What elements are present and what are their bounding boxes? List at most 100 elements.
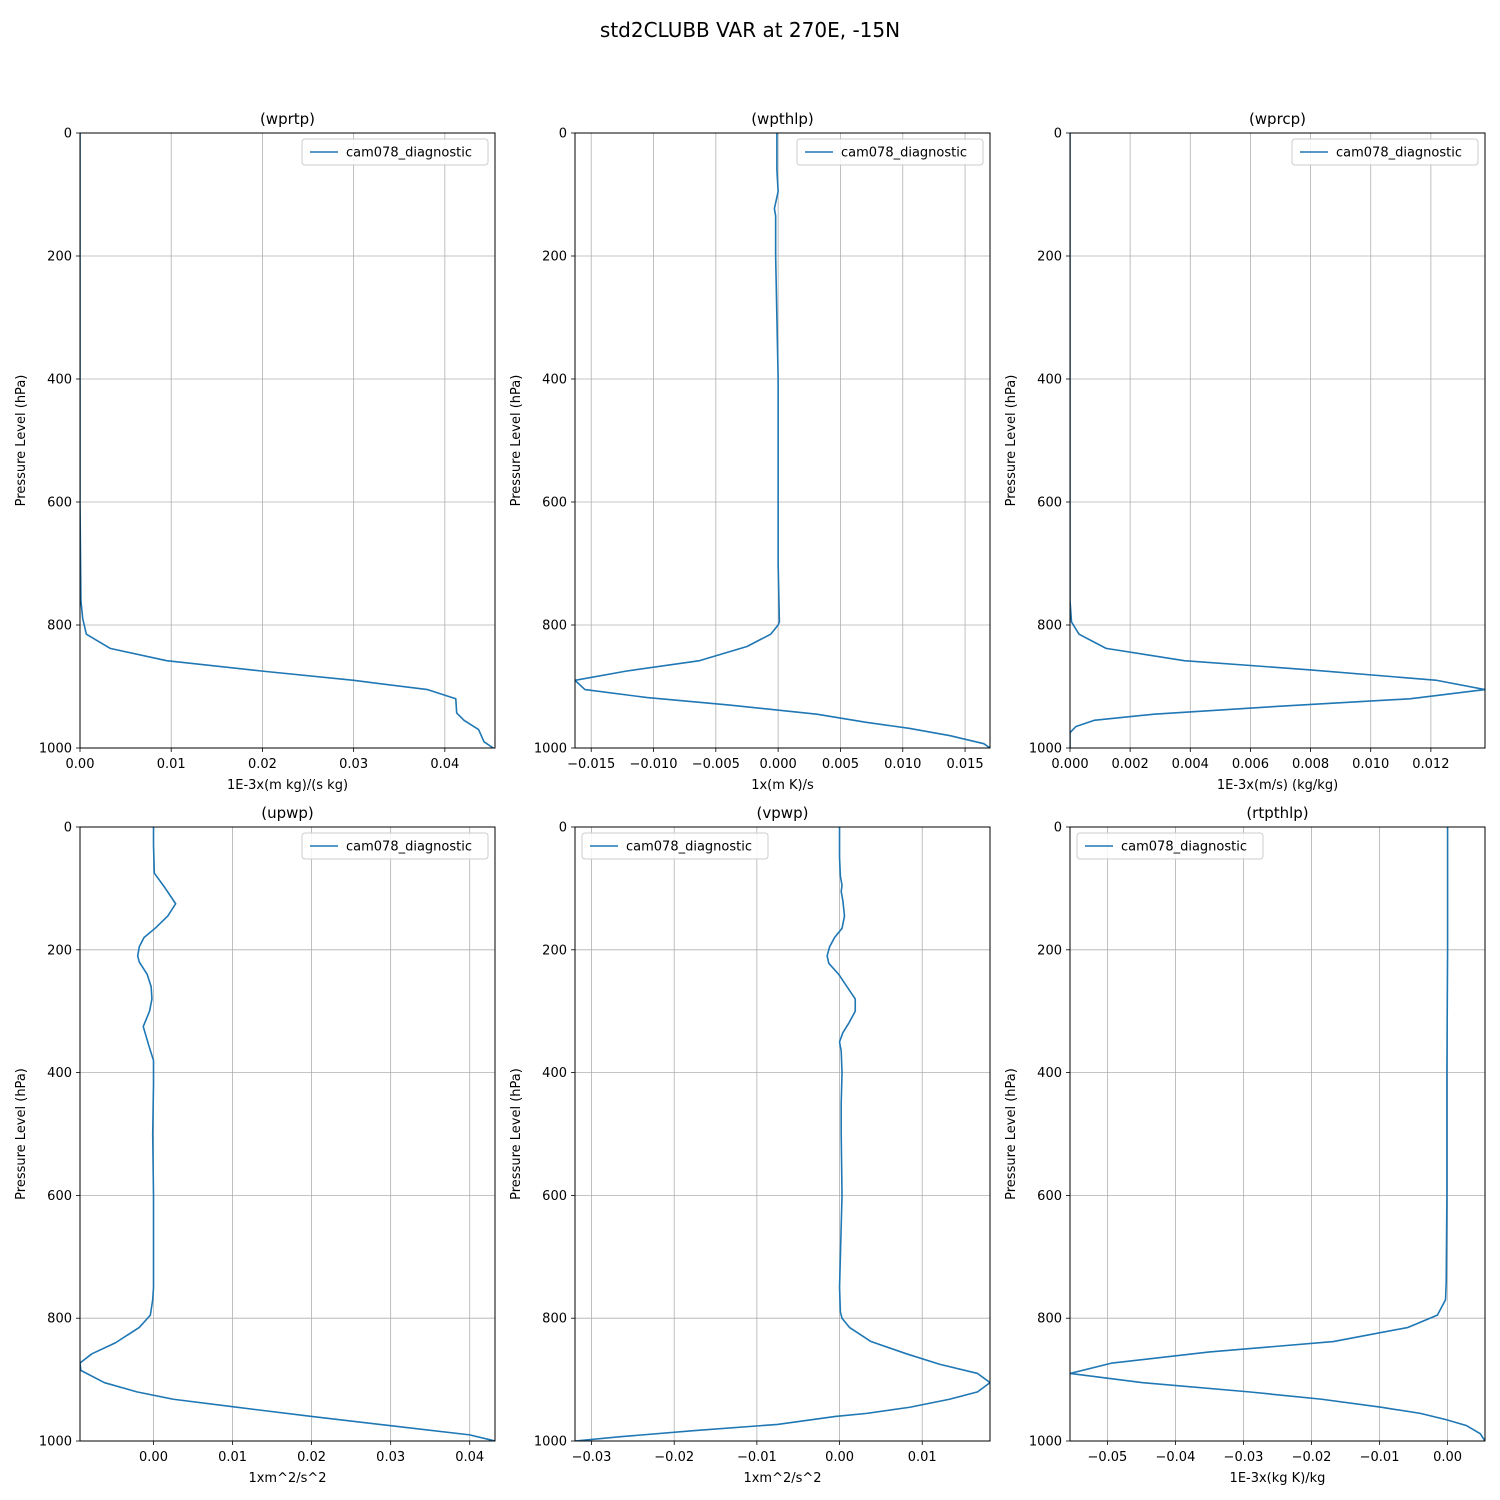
y-tick-label: 800 [47,619,72,634]
axes-frame [79,132,496,749]
y-tick-label: 0 [64,127,72,142]
grid [80,826,495,1442]
series-line [1070,133,1485,748]
legend-label: cam078_diagnostic [626,840,752,855]
series-line [80,133,494,748]
x-tick-label: −0.005 [692,757,740,772]
legend-box [796,138,984,166]
x-tick-label: −0.015 [567,757,615,772]
grid [575,826,990,1442]
x-tick-label: 0.04 [455,1450,484,1465]
y-tick-label: 800 [542,1312,567,1327]
axes-frame [1069,132,1486,749]
legend-box [301,832,489,860]
y-axis-label: Pressure Level (hPa) [14,1068,29,1200]
x-tick-label: 0.010 [1352,757,1389,772]
series-line [1070,827,1485,1441]
y-tick-label: 0 [1054,127,1062,142]
series-line [575,133,990,748]
legend-box [301,138,489,166]
panel-title: (rtpthlp) [1246,804,1308,822]
y-tick-label: 0 [559,821,567,836]
x-tick-label: −0.05 [1087,1450,1127,1465]
x-tick-label: −0.01 [737,1450,777,1465]
y-tick-label: 0 [559,127,567,142]
x-tick-label: 0.008 [1292,757,1329,772]
y-axis-label: Pressure Level (hPa) [1004,1068,1019,1200]
y-axis-label: Pressure Level (hPa) [14,375,29,507]
x-axis-label: 1E-3x(kg K)/kg [1230,1471,1326,1486]
y-tick-label: 600 [542,496,567,511]
y-tick-label: 400 [1037,373,1062,388]
x-tick-label: 0.04 [430,757,459,772]
legend-label: cam078_diagnostic [1336,146,1462,161]
panel-rtpthlp: −0.05 −0.04 −0.03 −0.02 −0.01 0.00 0 200 400 600 8… [1004,804,1486,1486]
legend-box [581,832,769,860]
legend: cam078_diagnostic [581,832,769,860]
grid [575,132,990,749]
y-tick-label: 400 [542,373,567,388]
legend-box [1291,138,1479,166]
x-tick-label: −0.02 [654,1450,694,1465]
x-tick-label: 0.00 [66,757,95,772]
y-tick-label: 800 [1037,619,1062,634]
x-tick-label: 0.03 [376,1450,405,1465]
axes-frame [1069,826,1486,1442]
x-tick-label: 0.02 [297,1450,326,1465]
y-tick-label: 0 [1054,821,1062,836]
panel-title: (wprtp) [260,110,315,128]
y-tick-label: 400 [47,1066,72,1081]
grid [1070,826,1485,1442]
y-tick-label: 1000 [534,742,567,757]
panel-title: (upwp) [261,804,314,822]
x-tick-label: 0.000 [760,757,797,772]
axes-frame [574,826,991,1442]
legend-label: cam078_diagnostic [346,840,472,855]
x-tick-label: 0.015 [946,757,983,772]
y-tick-label: 0 [64,821,72,836]
x-tick-label: 0.00 [825,1450,854,1465]
legend: cam078_diagnostic [1076,832,1264,860]
y-tick-label: 600 [1037,496,1062,511]
x-tick-label: 0.012 [1412,757,1449,772]
x-axis-label: 1x(m K)/s [751,778,814,793]
x-axis-label: 1E-3x(m/s) (kg/kg) [1217,778,1338,793]
y-tick-label: 800 [47,1312,72,1327]
legend-label: cam078_diagnostic [1121,840,1247,855]
panel-title: (vpwp) [757,804,809,822]
panel-title: (wprcp) [1249,110,1306,128]
y-tick-label: 400 [1037,1066,1062,1081]
y-tick-label: 600 [1037,1189,1062,1204]
y-axis-label: Pressure Level (hPa) [509,1068,524,1200]
x-tick-label: 0.00 [1433,1450,1462,1465]
panel-upwp: 0.00 0.01 0.02 0.03 0.04 0 200 400 600 800 1000 (up… [14,804,496,1486]
figure-suptitle: std2CLUBB VAR at 270E, -15N [600,18,900,42]
x-tick-label: −0.03 [1224,1450,1264,1465]
x-tick-label: 0.005 [822,757,859,772]
x-tick-label: −0.01 [1360,1450,1400,1465]
y-tick-label: 1000 [1029,1435,1062,1450]
y-tick-label: 600 [47,1189,72,1204]
x-axis-label: 1xm^2/s^2 [743,1471,821,1486]
x-tick-label: 0.006 [1232,757,1269,772]
y-tick-label: 200 [47,943,72,958]
x-tick-label: 0.004 [1172,757,1209,772]
legend-label: cam078_diagnostic [346,146,472,161]
x-tick-label: 0.010 [884,757,921,772]
x-axis-label: 1xm^2/s^2 [248,1471,326,1486]
series-line [80,827,495,1441]
legend: cam078_diagnostic [301,832,489,860]
axes-frame [79,826,496,1442]
y-tick-label: 1000 [1029,742,1062,757]
x-tick-label: −0.03 [572,1450,612,1465]
panel-title: (wpthlp) [751,110,814,128]
y-tick-label: 1000 [39,742,72,757]
legend: cam078_diagnostic [796,138,984,166]
x-tick-label: 0.002 [1112,757,1149,772]
y-tick-label: 200 [542,943,567,958]
x-tick-label: 0.01 [157,757,186,772]
y-tick-label: 200 [47,250,72,265]
panel-wprtp: 0.00 0.01 0.02 0.03 0.04 0 200 400 600 800 1000 (wp… [14,110,496,793]
x-tick-label: 0.00 [139,1450,168,1465]
legend-box [1076,832,1264,860]
